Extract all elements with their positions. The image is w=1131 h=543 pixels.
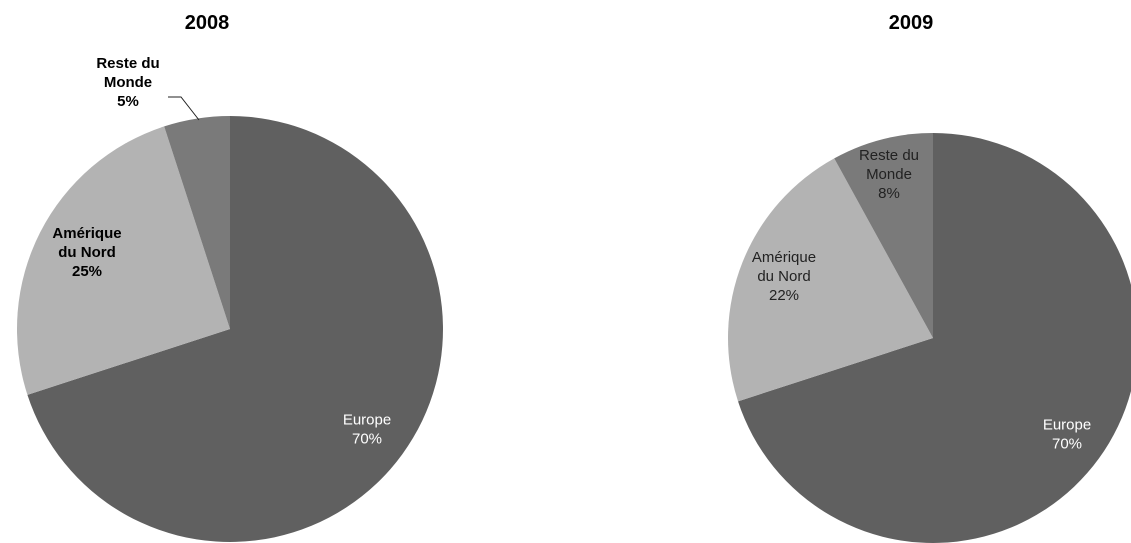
pie-chart-2008: 2008 Europe 70% Amérique du Nord 25% Reste du…	[16, 12, 443, 543]
pie-slice-reste-du-monde-2009	[834, 133, 933, 338]
pie-slice-europe-2009	[738, 133, 1131, 543]
data-label-europe-2009: Europe 70%	[1043, 417, 1091, 453]
leader-line-reste-du-monde-2008	[168, 96, 200, 121]
data-label-reste-du-monde-2009: Reste du Monde 8%	[859, 147, 919, 202]
pie-slice-europe-2008	[27, 116, 443, 543]
pie-slice-reste-du-monde-2008	[164, 116, 230, 329]
pie-slice-amerique-du-nord-2008	[16, 126, 231, 395]
pie-slice-amerique-du-nord-2009	[727, 158, 933, 402]
chart-title-2008: 2008	[185, 12, 230, 34]
chart-title-2009: 2009	[889, 12, 934, 34]
data-label-europe-2008: Europe 70%	[343, 412, 391, 448]
data-label-reste-du-monde-2008: Reste du Monde 5%	[96, 55, 159, 110]
data-label-amerique-du-nord-2009: Amérique du Nord 22%	[752, 249, 816, 304]
data-label-amerique-du-nord-2008: Amérique du Nord 25%	[52, 225, 121, 280]
pie-chart-2009: 2009 Europe 70% Amérique du Nord 22% Reste du…	[727, 12, 1131, 543]
